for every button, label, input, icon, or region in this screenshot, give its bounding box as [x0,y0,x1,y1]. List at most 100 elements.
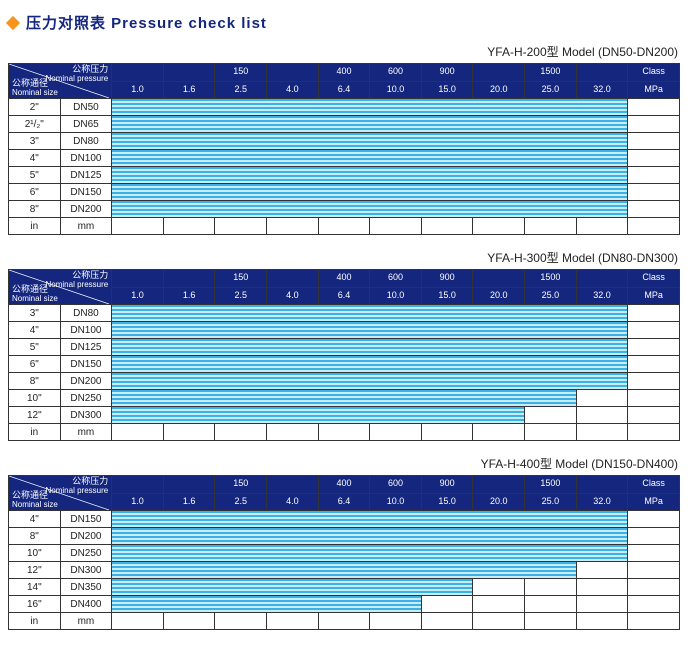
mpa-header-cell: 1.6 [163,287,215,305]
footer-empty-cell [267,218,319,235]
footer-empty-cell [267,424,319,441]
pressure-bar-cell [112,133,628,150]
pressure-bar-cell [112,184,628,201]
mpa-header-cell: 25.0 [525,81,577,99]
mpa-header-cell: 6.4 [318,493,370,511]
empty-cell [628,528,680,545]
size-mm-cell: DN125 [60,167,112,184]
mpa-header-cell: 1.6 [163,81,215,99]
pressure-bar [112,579,472,595]
size-mm-cell: DN150 [60,356,112,373]
class-header-cell [267,476,319,494]
pressure-bar-cell [112,116,628,133]
empty-cell [628,322,680,339]
footer-empty-cell [267,613,319,630]
size-mm-cell: DN100 [60,150,112,167]
table-row: 2¹/₂"DN65 [9,116,680,133]
tables-container: YFA-H-200型 Model (DN50-DN200) 公称压力Nominal… [8,43,680,630]
footer-empty-cell [576,218,628,235]
class-header-cell [473,270,525,288]
empty-cell [628,373,680,390]
pressure-bar-cell [112,322,628,339]
pressure-bar [112,596,421,612]
class-header-cell: Class [628,476,680,494]
size-in-cell: 2" [9,99,61,116]
empty-cell [628,99,680,116]
table-row: 4"DN100 [9,322,680,339]
footer-empty-cell [421,424,473,441]
mpa-header-cell: 1.6 [163,493,215,511]
empty-cell [628,545,680,562]
model-label: YFA-H-200型 Model (DN50-DN200) [8,43,678,60]
pressure-bar [112,390,575,406]
footer-empty-cell [473,218,525,235]
footer-empty-cell [525,424,577,441]
pressure-bar [112,305,627,321]
class-header-cell [267,64,319,82]
table-row: 8"DN200 [9,528,680,545]
pressure-bar-cell [112,356,628,373]
pressure-bar [112,528,627,544]
size-mm-cell: DN65 [60,116,112,133]
footer-empty-cell [318,613,370,630]
size-in-cell: 12" [9,562,61,579]
page-title-row: 压力对照表 Pressure check list [8,12,680,33]
mpa-header-cell: 32.0 [576,287,628,305]
table-row: 6"DN150 [9,356,680,373]
empty-cell [628,305,680,322]
table-row: 5"DN125 [9,339,680,356]
empty-cell [576,579,628,596]
footer-empty-cell [318,218,370,235]
footer-empty-cell [215,424,267,441]
mpa-header-cell: 15.0 [421,81,473,99]
empty-cell [628,150,680,167]
size-mm-cell: DN125 [60,339,112,356]
empty-cell [628,596,680,613]
mpa-header-cell: 2.5 [215,287,267,305]
size-mm-cell: DN250 [60,545,112,562]
footer-empty-cell [421,218,473,235]
size-in-cell: 4" [9,322,61,339]
table-row: 12"DN300 [9,562,680,579]
mpa-unit-cell: MPa [628,81,680,99]
empty-cell [525,407,577,424]
class-header-cell: 150 [215,476,267,494]
mpa-header-cell: 2.5 [215,493,267,511]
empty-cell [525,596,577,613]
mpa-header-cell: 4.0 [267,287,319,305]
footer-empty-cell [215,613,267,630]
table-row: 3"DN80 [9,133,680,150]
pressure-bar [112,356,627,372]
pressure-bar [112,322,627,338]
class-header-cell: 400 [318,64,370,82]
class-header-cell [163,64,215,82]
pressure-bar-cell [112,407,525,424]
footer-empty-cell [163,218,215,235]
pressure-bar [112,184,627,200]
pressure-bar-cell [112,373,628,390]
pressure-bar [112,201,627,217]
size-in-cell: 10" [9,545,61,562]
class-header-cell: 600 [370,64,422,82]
size-mm-cell: DN400 [60,596,112,613]
table-row: 12"DN300 [9,407,680,424]
class-header-cell [112,476,164,494]
size-mm-cell: DN50 [60,99,112,116]
class-header-cell: Class [628,270,680,288]
pressure-bar-cell [112,545,628,562]
footer-empty-cell [163,613,215,630]
size-mm-cell: DN200 [60,373,112,390]
class-header-cell: 1500 [525,476,577,494]
corner-header: 公称压力Nominal pressure公称通径Nominal size [9,476,112,511]
pressure-bar [112,116,627,132]
footer-empty-cell [370,218,422,235]
mpa-header-cell: 6.4 [318,81,370,99]
footer-empty-cell [473,613,525,630]
empty-cell [473,596,525,613]
class-header-cell [112,270,164,288]
unit-mm-cell: mm [60,424,112,441]
size-in-cell: 4" [9,150,61,167]
footer-empty-cell [112,424,164,441]
table-row: 4"DN150 [9,511,680,528]
pressure-bar [112,339,627,355]
